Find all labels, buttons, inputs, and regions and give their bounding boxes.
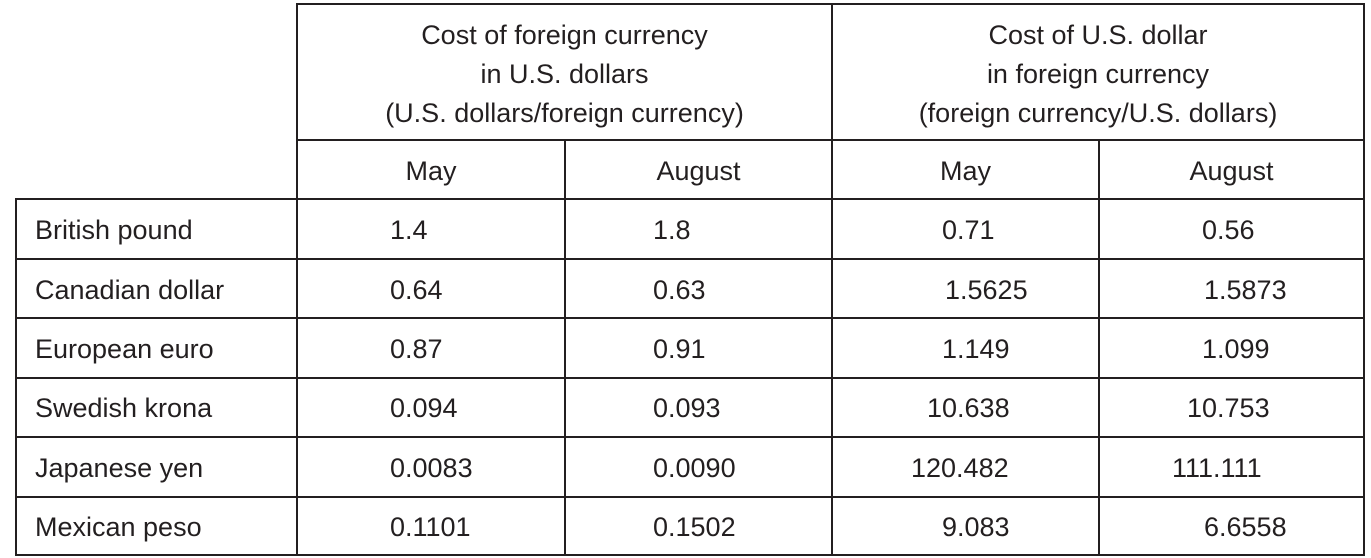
table-cell: 0.094 [390, 393, 458, 423]
group-header-foreign-cost-line-3: (foreign currency/U.S. dollars) [918, 98, 1278, 128]
table-cell: 1.099 [1202, 334, 1270, 364]
rule-row-4 [15, 436, 1365, 438]
table-cell: 0.91 [653, 334, 706, 364]
table-cell: 1.8 [653, 215, 691, 245]
subheader-august-usd: August [656, 156, 741, 186]
row-label: Canadian dollar [35, 275, 225, 305]
table-cell: 1.5873 [1204, 275, 1287, 305]
table-cell: 0.0090 [653, 453, 736, 483]
rule-group-divider [831, 3, 833, 556]
table-cell: 0.1502 [653, 512, 736, 542]
rule-row-1 [15, 258, 1365, 260]
group-header-usd-cost-line-2: in U.S. dollars [480, 59, 649, 89]
row-label: Swedish krona [35, 393, 213, 423]
group-header-foreign-cost-line-2: in foreign currency [986, 59, 1210, 89]
table-cell: 0.093 [653, 393, 721, 423]
table-cell: 6.6558 [1204, 512, 1287, 542]
table-cell: 9.083 [942, 512, 1010, 542]
row-label: European euro [35, 334, 214, 364]
table-cell: 0.56 [1202, 215, 1255, 245]
table-cell: 10.638 [927, 393, 1010, 423]
group-header-usd-cost-line-3: (U.S. dollars/foreign currency) [385, 98, 744, 128]
subheader-may-foreign: May [939, 156, 991, 186]
rule-currency-divider [296, 3, 298, 556]
table-cell: 0.63 [653, 275, 706, 305]
table-cell: 120.482 [911, 453, 1009, 483]
row-label: Mexican peso [35, 512, 202, 542]
table-cell: 1.5625 [945, 275, 1028, 305]
table-cell: 0.71 [942, 215, 995, 245]
rule-bottom [15, 554, 1365, 556]
rule-right [1363, 3, 1365, 556]
rule-subheader [15, 198, 1365, 200]
rule-col-3-divider [1098, 139, 1100, 556]
row-label: British pound [35, 215, 193, 245]
group-header-usd-cost-line-1: Cost of foreign currency [421, 20, 708, 50]
table-cell: 10.753 [1187, 393, 1270, 423]
table-cell: 0.0083 [390, 453, 473, 483]
table-cell: 0.64 [390, 275, 443, 305]
subheader-august-foreign: August [1189, 156, 1274, 186]
table-cell: 0.1101 [390, 512, 471, 542]
rule-col-1-divider [564, 139, 566, 556]
rule-row-5 [15, 496, 1365, 498]
rule-left [15, 198, 17, 556]
table-cell: 0.87 [390, 334, 443, 364]
group-header-foreign-cost-line-1: Cost of U.S. dollar [988, 20, 1208, 50]
subheader-may-usd: May [405, 156, 457, 186]
rule-row-3 [15, 377, 1365, 379]
table-cell: 1.4 [390, 215, 428, 245]
rule-row-2 [15, 317, 1365, 319]
row-label: Japanese yen [35, 453, 204, 483]
table-cell: 111.111 [1172, 453, 1262, 483]
table-cell: 1.149 [942, 334, 1010, 364]
